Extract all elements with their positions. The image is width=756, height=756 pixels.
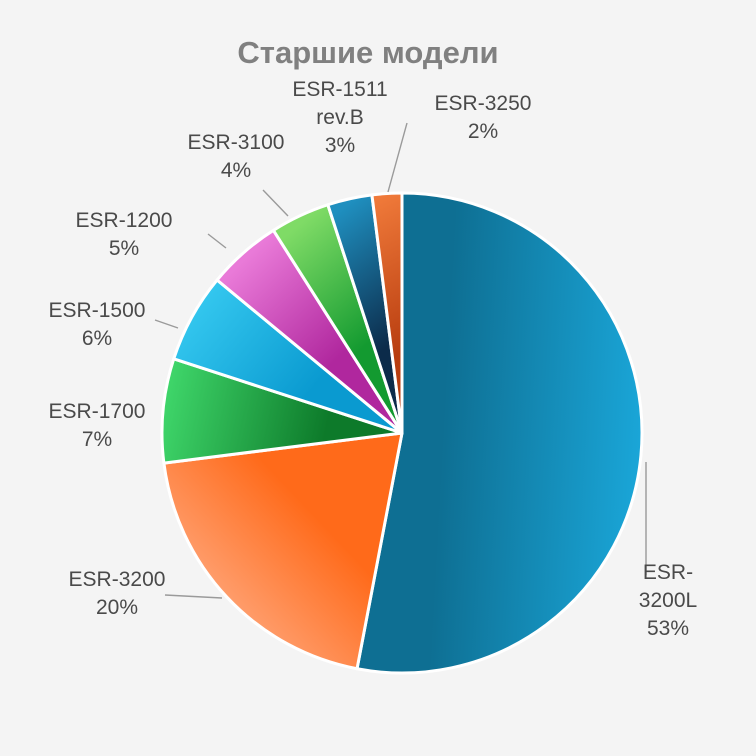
slice-percent-label: 5% <box>109 237 139 260</box>
leader-line <box>164 594 223 599</box>
pie-slices <box>160 191 644 675</box>
slice-name-label: ESR-1700 <box>49 400 146 423</box>
pie-slice <box>355 191 644 675</box>
slice-percent-label: 7% <box>82 428 112 451</box>
slice-percent-label: 4% <box>221 159 251 182</box>
slice-name-label: ESR- <box>643 561 693 584</box>
slice-name-label: 3200L <box>639 589 697 612</box>
leader-line <box>207 233 227 249</box>
leader-line <box>387 122 408 193</box>
slice-percent-label: 53% <box>647 617 689 640</box>
leader-lines <box>154 122 647 599</box>
slice-name-label: ESR-3200 <box>69 568 166 591</box>
slice-percent-label: 3% <box>325 134 355 157</box>
pie-slice <box>370 191 404 435</box>
slice-percent-label: 6% <box>82 327 112 350</box>
pie-slice <box>162 431 404 671</box>
slice-percent-label: 2% <box>468 120 498 143</box>
chart-title: Старшие модели <box>237 35 498 70</box>
leader-line <box>154 319 179 329</box>
pie-slice <box>160 357 404 465</box>
slice-name-label: ESR-3250 <box>435 92 532 115</box>
slice-name-label: rev.B <box>316 106 363 129</box>
leader-line <box>262 189 289 217</box>
slice-name-label: ESR-3100 <box>188 131 285 154</box>
slice-name-label: ESR-1500 <box>49 299 146 322</box>
slice-labels: ESR- 3200L 53% ESR-3200 20% ESR-1700 7% ESR-150… <box>49 78 698 640</box>
slice-name-label: ESR-1511 <box>292 78 387 101</box>
slice-name-label: ESR-1200 <box>76 209 173 232</box>
slice-percent-label: 20% <box>96 596 138 619</box>
